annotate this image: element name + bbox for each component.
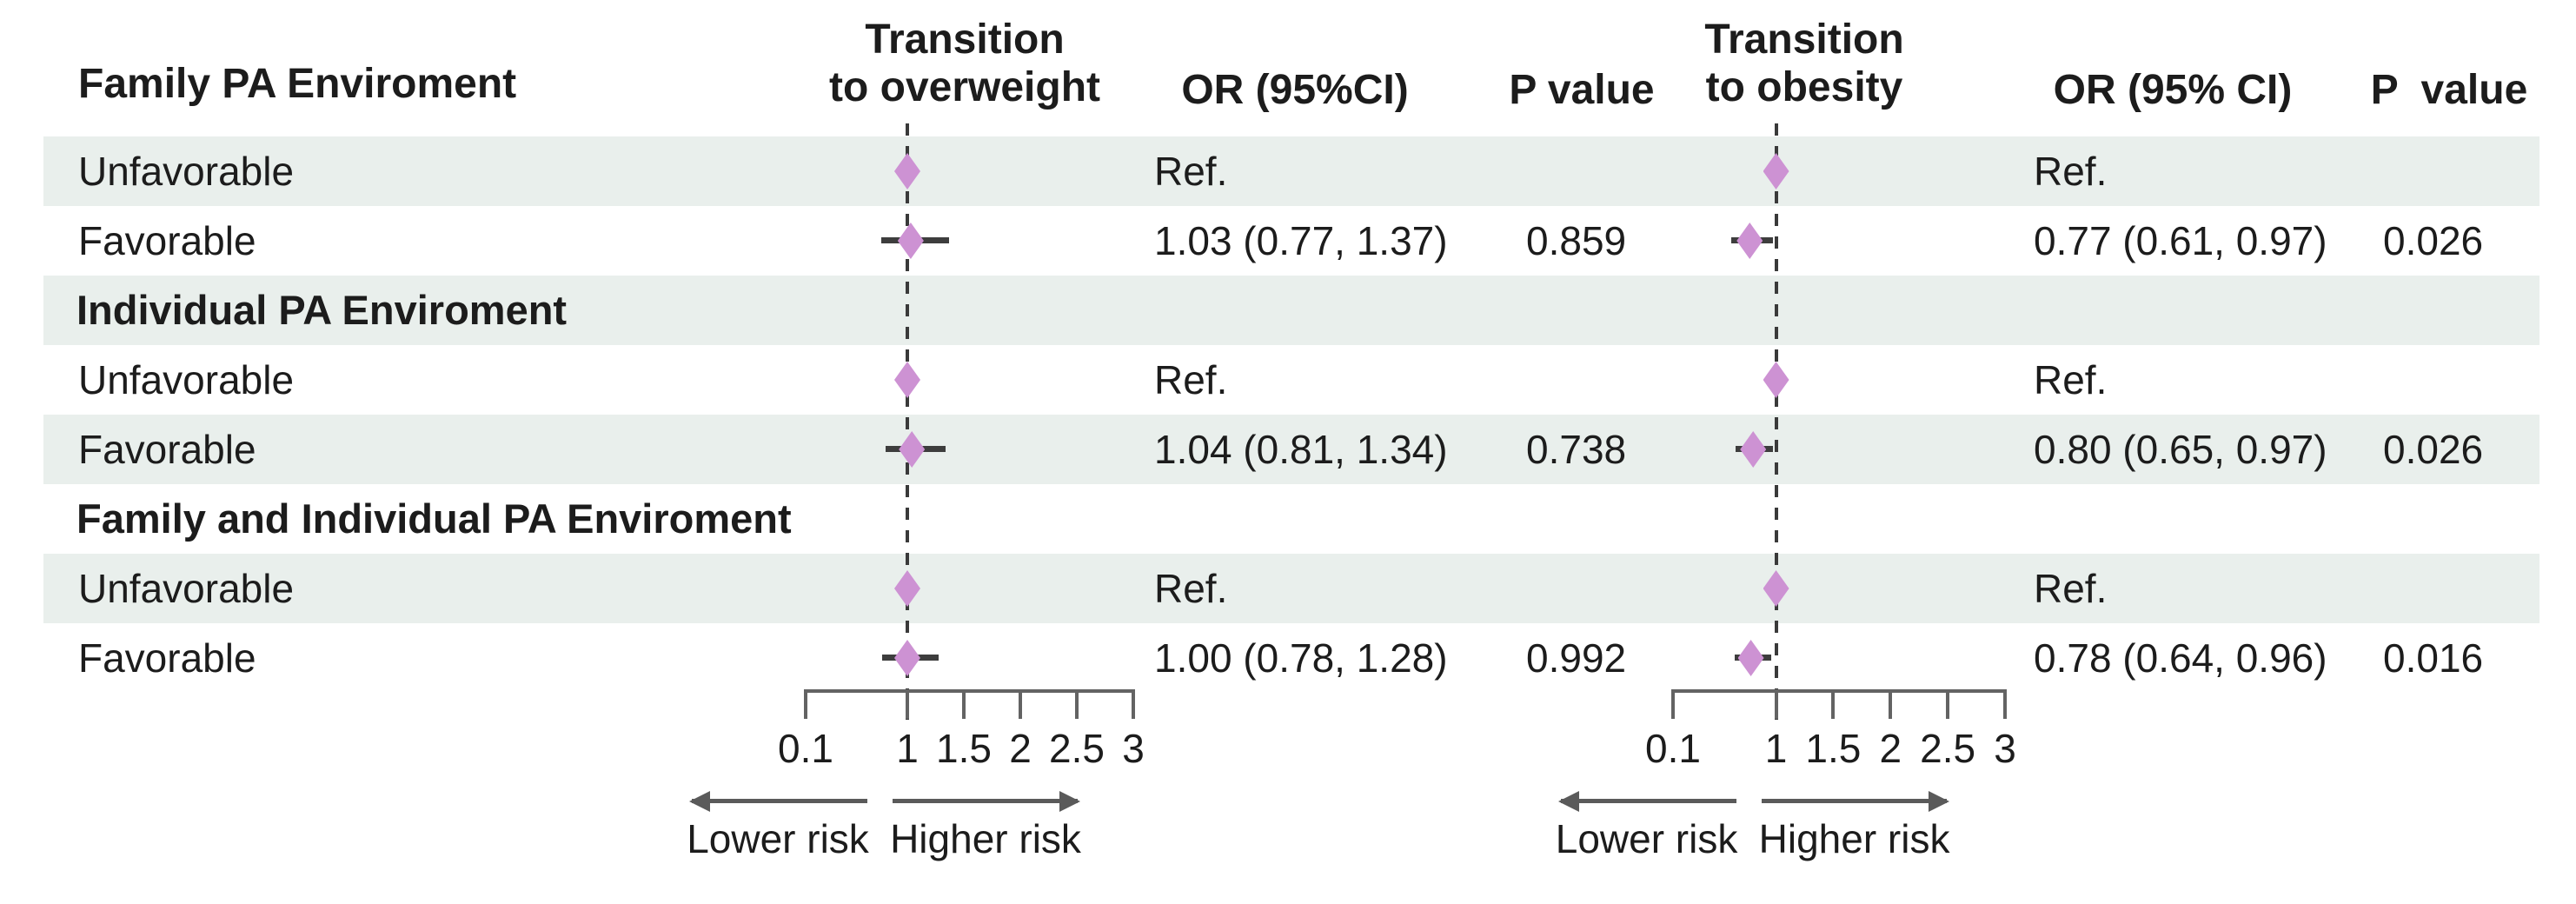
axis-tick xyxy=(1774,689,1778,719)
row-band xyxy=(43,345,2539,415)
reference-dashed-line xyxy=(906,123,909,720)
or-value: 1.00 (0.78, 1.28) xyxy=(1154,635,1448,681)
or-header-obesity: OR (95% CI) xyxy=(2053,67,2293,113)
or-value: Ref. xyxy=(1154,357,1228,402)
axis-line xyxy=(1671,689,2007,693)
higher-risk-label: Higher risk xyxy=(1758,816,1950,861)
stub-header: Family PA Enviroment xyxy=(78,61,517,107)
axis-tick xyxy=(1019,689,1022,719)
higher-risk-arrow xyxy=(1761,799,1947,803)
axis-tick-label: 0.1 xyxy=(1645,726,1701,771)
p-header-overweight: P value xyxy=(1509,67,1655,113)
p-value: 0.738 xyxy=(1526,427,1627,472)
or-value: Ref. xyxy=(1154,566,1228,611)
section-label: Family and Individual PA Enviroment xyxy=(76,495,792,542)
p-value: 0.016 xyxy=(2383,635,2484,681)
axis-tick xyxy=(1075,689,1079,719)
section-label: Individual PA Enviroment xyxy=(76,287,568,333)
row-label: Unfavorable xyxy=(78,149,295,194)
p-value: 0.026 xyxy=(2383,427,2484,472)
axis-tick-label: 1 xyxy=(1764,726,1788,771)
axis-tick xyxy=(1831,689,1836,719)
row-label: Favorable xyxy=(78,635,256,681)
or-value: Ref. xyxy=(2034,566,2108,611)
axis-tick-label: 2 xyxy=(1009,726,1032,771)
lower-risk-arrow xyxy=(692,799,867,803)
axis-tick-label: 0.1 xyxy=(778,726,833,771)
or-value: 0.77 (0.61, 0.97) xyxy=(2034,218,2327,263)
or-value: Ref. xyxy=(2034,149,2108,194)
axis-tick xyxy=(906,689,909,719)
or-value: Ref. xyxy=(1154,149,1228,194)
p-value: 0.859 xyxy=(1526,218,1627,263)
lower-risk-arrowhead xyxy=(689,791,710,812)
axis-tick xyxy=(1946,689,1950,719)
axis-tick-label: 2 xyxy=(1879,726,1902,771)
axis-line xyxy=(804,689,1135,693)
higher-risk-arrowhead xyxy=(1059,791,1080,812)
higher-risk-arrow xyxy=(893,799,1078,803)
panel-overweight-title-line1: Transition xyxy=(865,17,1065,63)
lower-risk-label: Lower risk xyxy=(687,816,869,861)
row-band xyxy=(43,415,2539,484)
axis-tick-label: 1 xyxy=(896,726,919,771)
or-value: 0.78 (0.64, 0.96) xyxy=(2034,635,2327,681)
axis-tick-label: 1.5 xyxy=(1805,726,1862,771)
row-band xyxy=(43,554,2539,623)
axis-tick-label: 1.5 xyxy=(936,726,992,771)
axis-tick-label: 2.5 xyxy=(1920,726,1976,771)
or-value: Ref. xyxy=(2034,357,2108,402)
lower-risk-arrow xyxy=(1560,799,1736,803)
row-label: Favorable xyxy=(78,218,256,263)
or-header-overweight: OR (95%CI) xyxy=(1181,67,1409,113)
axis-tick xyxy=(1671,689,1675,719)
panel-overweight-title: Transition to overweight xyxy=(829,16,1100,111)
p-value: 0.992 xyxy=(1526,635,1627,681)
p-header-obesity: P value xyxy=(2370,67,2528,113)
panel-obesity-title: Transition to obesity xyxy=(1704,16,1903,111)
higher-risk-arrowhead xyxy=(1928,791,1949,812)
lower-risk-label: Lower risk xyxy=(1555,816,1738,861)
row-label: Unfavorable xyxy=(78,357,295,402)
panel-obesity-title-line1: Transition xyxy=(1704,17,1904,63)
lower-risk-arrowhead xyxy=(1557,791,1579,812)
row-band xyxy=(43,276,2539,345)
axis-tick xyxy=(962,689,966,719)
axis-tick xyxy=(2003,689,2007,719)
row-label: Favorable xyxy=(78,427,256,472)
p-value: 0.026 xyxy=(2383,218,2484,263)
axis-tick-label: 2.5 xyxy=(1049,726,1105,771)
axis-tick-label: 3 xyxy=(1994,726,2016,771)
panel-obesity-title-line2: to obesity xyxy=(1705,64,1903,110)
row-band xyxy=(43,136,2539,206)
reference-dashed-line xyxy=(1774,123,1778,720)
or-value: 0.80 (0.65, 0.97) xyxy=(2034,427,2327,472)
or-value: 1.04 (0.81, 1.34) xyxy=(1154,427,1448,472)
axis-tick-label: 3 xyxy=(1122,726,1145,771)
axis-tick xyxy=(1132,689,1135,719)
panel-overweight-title-line2: to overweight xyxy=(828,64,1101,110)
higher-risk-label: Higher risk xyxy=(890,816,1081,861)
axis-tick xyxy=(1889,689,1893,719)
row-label: Unfavorable xyxy=(78,566,295,611)
or-value: 1.03 (0.77, 1.37) xyxy=(1154,218,1448,263)
axis-tick xyxy=(804,689,807,719)
